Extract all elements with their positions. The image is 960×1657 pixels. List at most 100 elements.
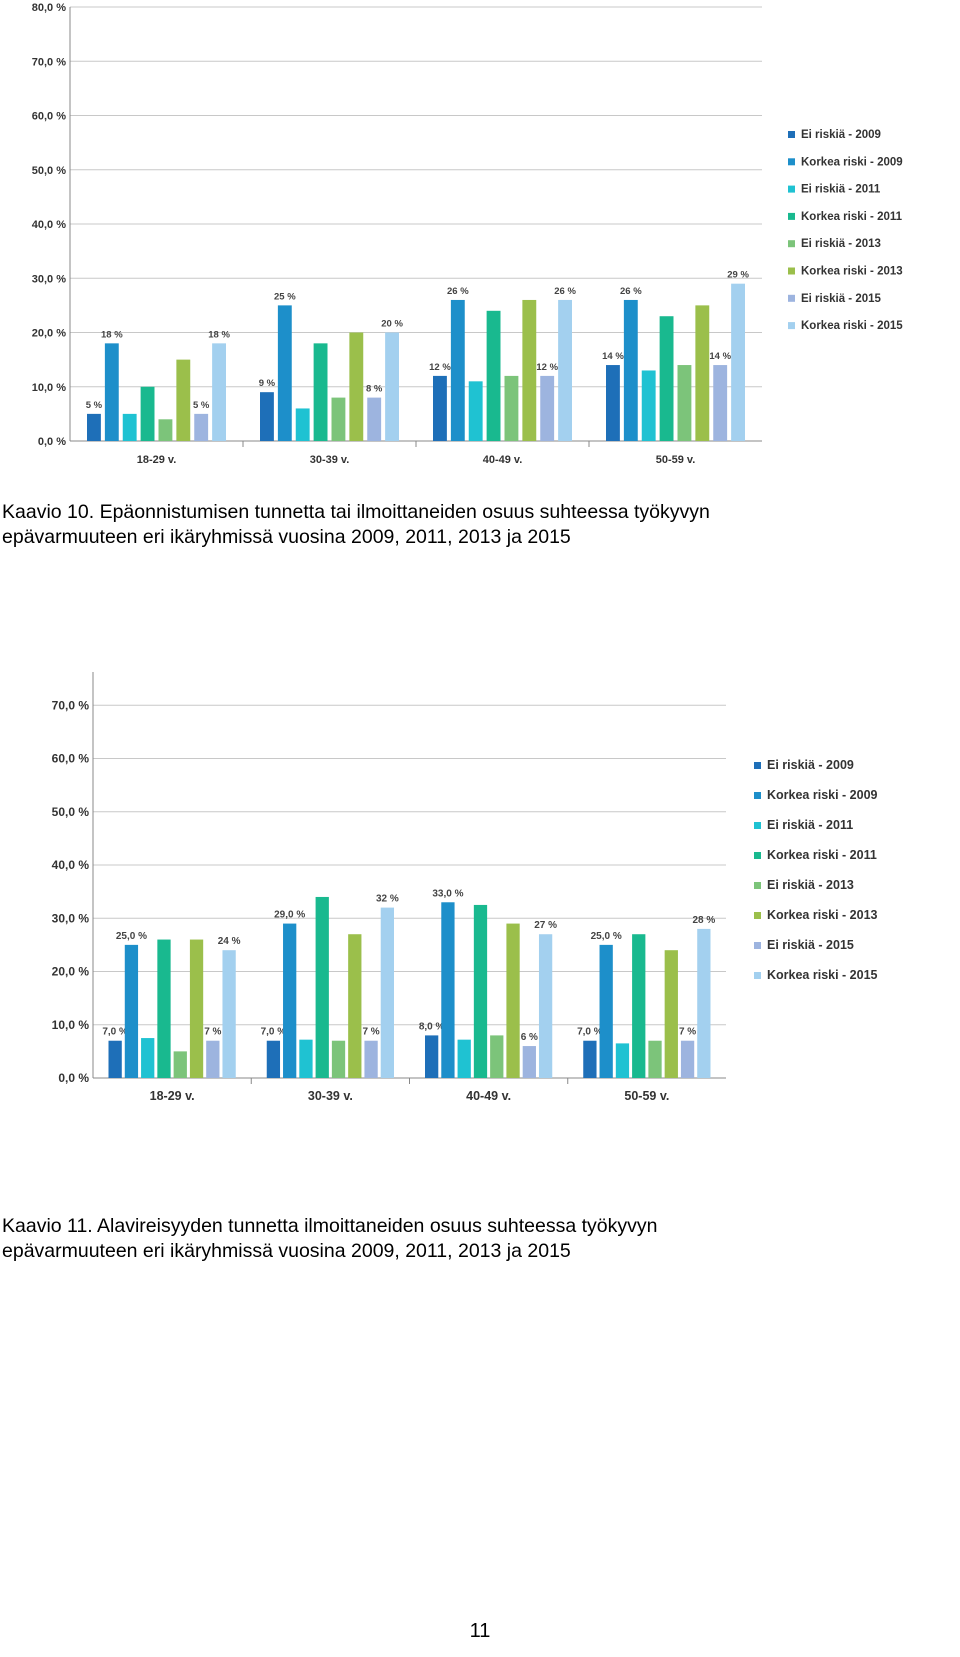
bar xyxy=(222,950,236,1078)
caption-kaavio-11: Kaavio 11. Alavireisyyden tunnetta ilmoi… xyxy=(2,1214,952,1264)
legend-label: Ei riskiä - 2013 xyxy=(767,878,854,892)
x-category-label: 18-29 v. xyxy=(150,1089,195,1103)
bar xyxy=(158,419,173,441)
data-label: 5 % xyxy=(86,400,103,411)
legend-label: Ei riskiä - 2011 xyxy=(767,818,853,832)
y-tick-label: 80,0 % xyxy=(32,2,66,14)
bar xyxy=(540,375,555,441)
bar xyxy=(277,305,292,441)
y-tick-label: 70,0 % xyxy=(32,56,66,68)
caption-kaavio-10: Kaavio 10. Epäonnistumisen tunnetta tai … xyxy=(2,500,952,550)
x-category-label: 30-39 v. xyxy=(308,1089,353,1103)
caption-line: epävarmuuteen eri ikäryhmissä vuosina 20… xyxy=(2,1240,571,1262)
legend-swatch xyxy=(754,762,761,769)
data-label: 26 % xyxy=(447,286,469,297)
legend-swatch xyxy=(754,852,761,859)
bar xyxy=(632,934,646,1078)
bar xyxy=(623,299,638,441)
y-tick-label: 60,0 % xyxy=(32,111,66,123)
bar xyxy=(504,375,519,441)
legend-swatch xyxy=(788,158,795,166)
bar xyxy=(473,904,488,1078)
bar xyxy=(695,305,710,441)
data-label: 7 % xyxy=(204,1027,221,1038)
page-number: 11 xyxy=(469,1620,491,1642)
data-label: 7 % xyxy=(362,1027,379,1038)
y-tick-label: 40,0 % xyxy=(52,858,90,872)
data-label: 7,0 % xyxy=(577,1027,603,1038)
y-tick-label: 0,0 % xyxy=(38,436,66,448)
bar xyxy=(122,413,137,441)
y-tick-label: 30,0 % xyxy=(52,911,90,925)
data-label: 32 % xyxy=(376,894,399,905)
legend-swatch xyxy=(754,972,761,979)
y-tick-label: 50,0 % xyxy=(32,165,66,177)
bar xyxy=(315,896,329,1078)
bar xyxy=(380,907,394,1078)
legend-label: Korkea riski - 2009 xyxy=(801,156,903,168)
bar xyxy=(348,934,362,1078)
data-label: 28 % xyxy=(692,915,715,926)
bar xyxy=(648,1040,662,1078)
y-tick-label: 0,0 % xyxy=(58,1071,89,1085)
data-label: 27 % xyxy=(534,920,557,931)
bar xyxy=(212,343,226,441)
legend-label: Korkea riski - 2015 xyxy=(767,968,878,982)
bar xyxy=(558,299,572,441)
bar xyxy=(189,939,204,1078)
legend-swatch xyxy=(788,240,795,248)
bar xyxy=(140,386,155,441)
bar xyxy=(680,1040,695,1078)
y-tick-label: 20,0 % xyxy=(32,328,66,340)
data-label: 14 % xyxy=(709,351,731,362)
bar xyxy=(450,299,465,441)
legend-label: Ei riskiä - 2015 xyxy=(801,293,882,305)
chart-kaavio-11-plot: 0,0 % 10,0 % 20,0 % 30,0 % 40,0 % 50,0 % 60,0 … xyxy=(52,672,878,1103)
data-label: 6 % xyxy=(521,1032,538,1043)
bar xyxy=(615,1043,630,1078)
legend-swatch xyxy=(754,822,761,829)
bar xyxy=(194,413,209,441)
caption-line: epävarmuuteen eri ikäryhmissä vuosina 20… xyxy=(2,526,571,548)
bar xyxy=(266,1040,281,1078)
bar xyxy=(176,359,191,441)
data-label: 33,0 % xyxy=(432,888,463,899)
bar xyxy=(731,283,745,441)
bar xyxy=(433,375,447,441)
chart-kaavio-10: 0,0 % 10,0 % 20,0 % 30,0 % 40,0 % 50,0 % 60,0 … xyxy=(0,0,960,490)
bar xyxy=(659,316,674,441)
data-label: 18 % xyxy=(208,329,230,340)
legend-label: Ei riskiä - 2009 xyxy=(801,129,881,141)
bar xyxy=(364,1040,378,1078)
y-tick-label: 70,0 % xyxy=(52,698,90,712)
y-tick-label: 10,0 % xyxy=(32,382,66,394)
bar xyxy=(104,343,119,441)
bar xyxy=(313,343,328,441)
bar xyxy=(697,928,711,1078)
legend-label: Korkea riski - 2011 xyxy=(801,211,903,223)
bar xyxy=(522,1046,536,1078)
bar xyxy=(664,950,678,1078)
bar xyxy=(206,1040,220,1078)
legend-swatch xyxy=(788,322,795,330)
legend-swatch xyxy=(788,267,795,275)
legend-swatch xyxy=(788,294,795,302)
data-label: 20 % xyxy=(381,319,403,330)
data-label: 12 % xyxy=(536,362,558,373)
data-label: 24 % xyxy=(218,936,241,947)
x-category-label: 40-49 v. xyxy=(483,454,523,466)
bar xyxy=(425,1035,439,1078)
bar xyxy=(441,902,455,1078)
x-category-label: 50-59 v. xyxy=(656,454,696,466)
bar xyxy=(486,310,501,441)
bar xyxy=(124,944,139,1078)
y-tick-label: 40,0 % xyxy=(32,219,66,231)
legend-label: Ei riskiä - 2009 xyxy=(767,758,854,772)
data-label: 25,0 % xyxy=(591,931,622,942)
data-label: 7,0 % xyxy=(102,1027,128,1038)
legend-label: Korkea riski - 2009 xyxy=(767,788,878,802)
bar xyxy=(173,1051,187,1078)
bar xyxy=(331,1040,346,1078)
bar xyxy=(583,1040,597,1078)
data-label: 9 % xyxy=(259,378,276,389)
